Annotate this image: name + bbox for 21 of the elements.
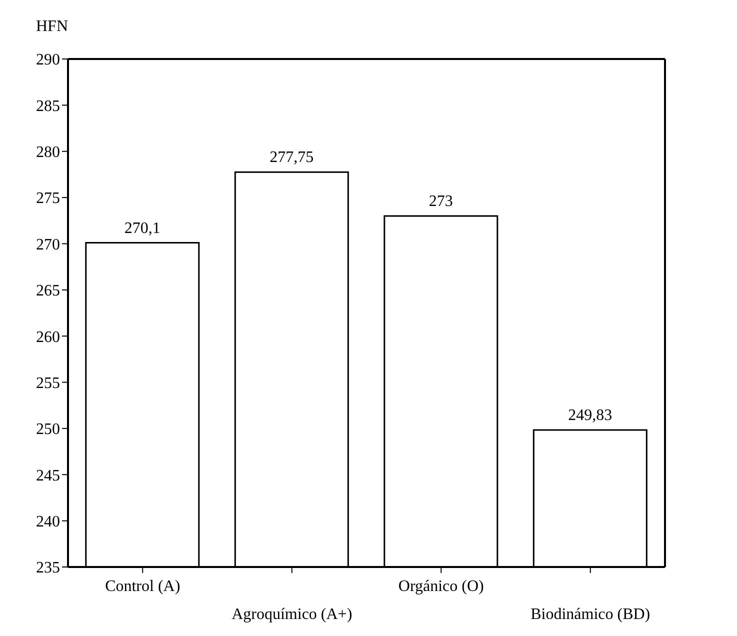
x-tick-label: Biodinámico (BD): [530, 606, 650, 623]
y-tick-label: 255: [36, 374, 60, 392]
y-tick-label: 285: [36, 98, 60, 115]
y-tick-label: 250: [36, 421, 60, 438]
data-label: 277,75: [270, 149, 314, 166]
y-tick-label: 270: [36, 236, 60, 254]
y-tick-label: 235: [36, 560, 60, 577]
x-tick-label: Control (A): [105, 578, 180, 595]
data-label: 270,1: [124, 220, 160, 237]
y-tick-label: 265: [36, 282, 60, 300]
x-tick-label: Orgánico (O): [398, 578, 484, 595]
y-axis-title: HFN: [36, 18, 68, 36]
y-tick-label: 240: [36, 514, 60, 530]
y-tick-label: 290: [36, 52, 60, 69]
x-tick-label: Agroquímico (A+): [232, 606, 352, 623]
y-tick-label: 280: [36, 144, 60, 162]
data-label: 273: [428, 193, 453, 210]
y-tick-label: 260: [36, 328, 60, 346]
y-tick-label: 245: [36, 467, 60, 484]
y-tick-label: 275: [36, 190, 60, 208]
data-label: 249,83: [568, 407, 612, 424]
